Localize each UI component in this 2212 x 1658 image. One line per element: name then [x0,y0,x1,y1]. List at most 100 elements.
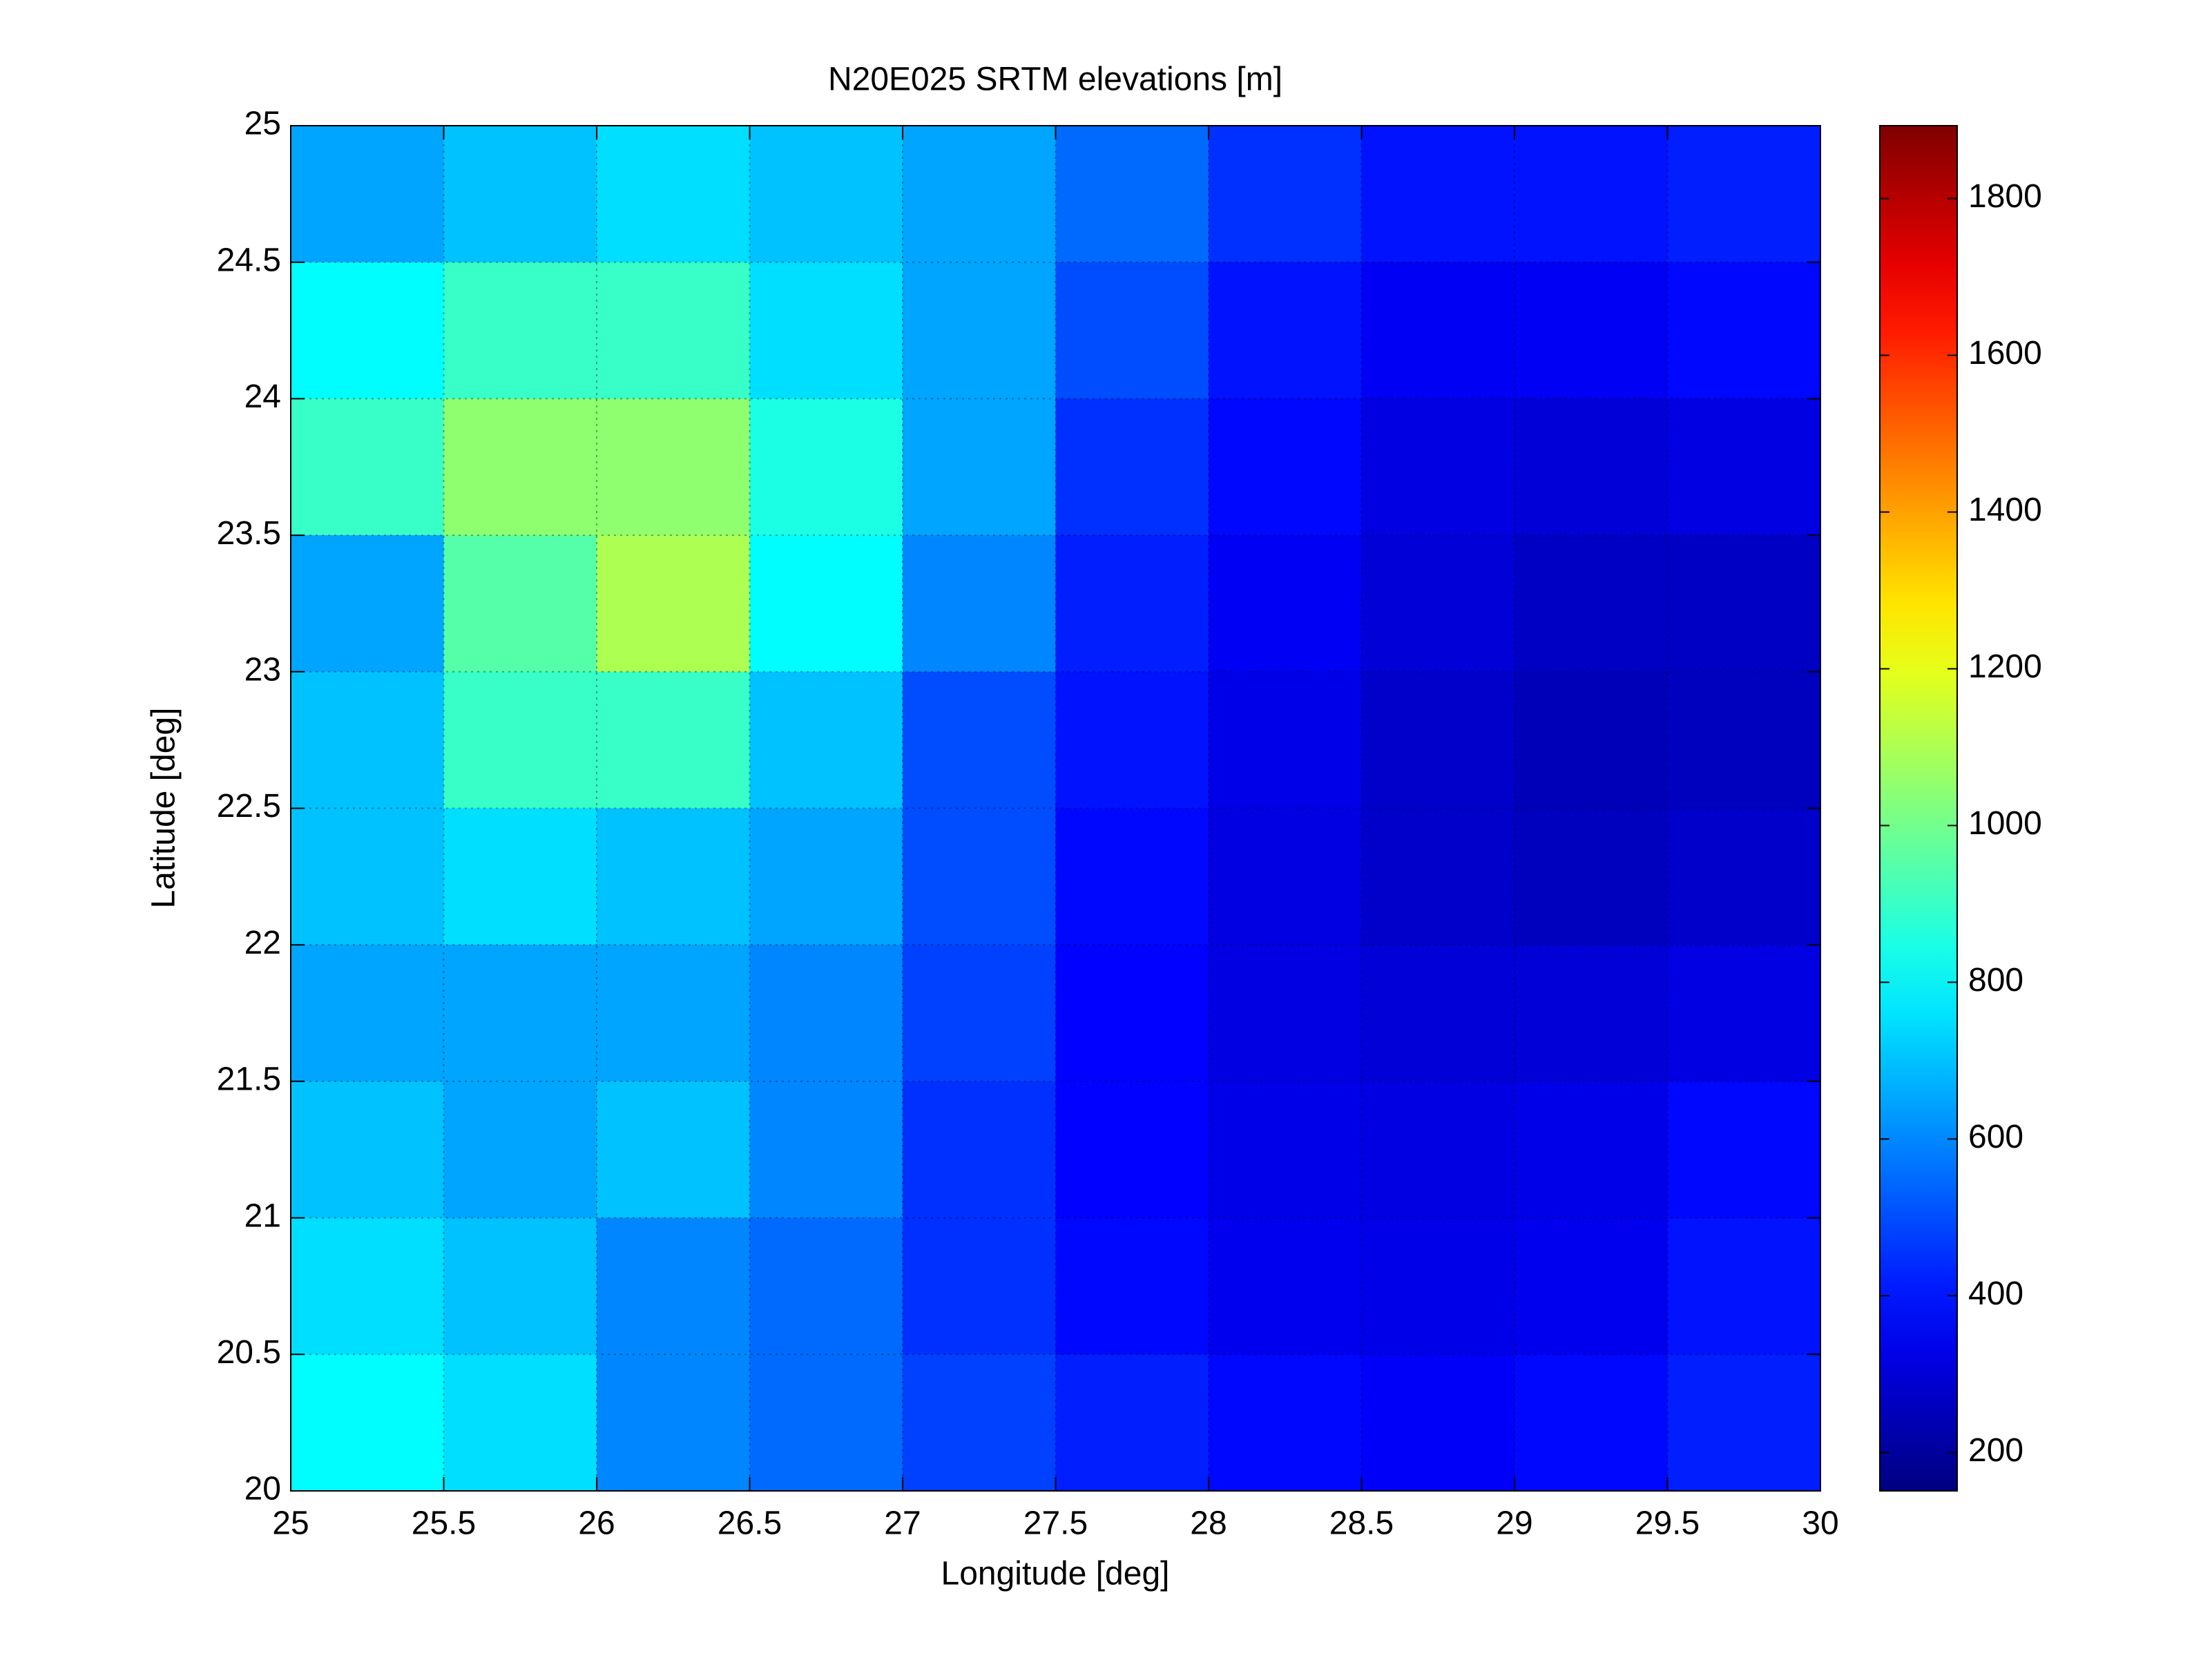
y-tick-label: 23.5 [217,515,281,552]
x-axis-label: Longitude [deg] [941,1556,1170,1592]
y-tick-label: 25 [244,106,281,142]
heatmap-cell [291,398,444,536]
heatmap-cell [1667,1081,1821,1219]
colorbar-tick-label: 1800 [1968,178,2042,215]
heatmap-cell [1209,126,1362,263]
heatmap-cell [1667,808,1821,945]
colorbar-tick-label: 400 [1968,1275,2023,1312]
heatmap-cell [1361,262,1515,399]
heatmap-cell [903,1217,1056,1355]
heatmap-cell [291,808,444,945]
heatmap-cell [1514,671,1668,809]
colorbar [1879,125,1958,1492]
heatmap-cell [1514,126,1668,263]
heatmap-cell [443,1081,597,1219]
heatmap-cell [597,535,750,673]
heatmap-cell [903,1354,1056,1492]
heatmap-cell [597,671,750,809]
heatmap-cell [443,398,597,536]
heatmap-cell [749,945,903,1082]
heatmap-cell [1667,1217,1821,1355]
x-tick-label: 27.5 [1023,1505,1088,1542]
heatmap-cell [443,1354,597,1492]
heatmap-cell [443,671,597,809]
heatmap-cell [1055,1217,1209,1355]
heatmap-cell [1667,535,1821,673]
x-tick-label: 29 [1496,1505,1532,1542]
heatmap-cell [1209,1081,1362,1219]
y-tick-label: 20 [244,1471,281,1507]
y-tick-label: 21.5 [217,1061,281,1098]
heatmap-cell [443,1217,597,1355]
heatmap-cell [1514,262,1668,399]
heatmap-cell [1209,1217,1362,1355]
heatmap-cell [1055,808,1209,945]
x-tick-label: 30 [1802,1505,1838,1542]
heatmap-cell [1055,671,1209,809]
heatmap-cell [1667,262,1821,399]
y-tick-label: 24 [244,378,281,415]
heatmap-cell [1209,945,1362,1082]
colorbar-tick-label: 1200 [1968,648,2042,685]
heatmap-cell [1209,535,1362,673]
heatmap-cell [291,671,444,809]
y-axis-label: Latitude [deg] [146,708,182,909]
heatmap-cell [749,398,903,536]
heatmap-cell [1055,1081,1209,1219]
heatmap-cell [597,945,750,1082]
heatmap-cell [1514,1217,1668,1355]
y-tick-label: 23 [244,651,281,688]
heatmap-cell [1514,808,1668,945]
heatmap-cell [443,126,597,263]
heatmap-cell [597,808,750,945]
colorbar-tick-label: 800 [1968,962,2023,999]
x-tick-label: 26 [578,1505,615,1542]
colorbar-tick-label: 1600 [1968,335,2042,372]
heatmap-cell [1667,945,1821,1082]
heatmap-cell [749,808,903,945]
x-tick-label: 25 [272,1505,309,1542]
heatmap-cell [903,126,1056,263]
heatmap-cell [1209,808,1362,945]
heatmap-cell [1361,808,1515,945]
heatmap-cell [291,1217,444,1355]
heatmap-cell [1514,945,1668,1082]
colorbar-tick-label: 600 [1968,1119,2023,1155]
y-tick-label: 20.5 [217,1334,281,1371]
heatmap-cell [1361,1217,1515,1355]
y-tick-label: 22 [244,925,281,961]
heatmap-cell [291,126,444,263]
x-tick-label: 27 [884,1505,921,1542]
heatmap-cell [1209,1354,1362,1492]
heatmap-cell [1055,398,1209,536]
colorbar-tick-label: 200 [1968,1432,2023,1469]
heatmap-cell [1514,1354,1668,1492]
heatmap-cell [291,262,444,399]
heatmap-cell [597,126,750,263]
heatmap-cell [903,671,1056,809]
x-tick-label: 25.5 [412,1505,476,1542]
heatmap-cell [291,1081,444,1219]
heatmap-cell [1209,398,1362,536]
heatmap-cell [1361,945,1515,1082]
heatmap-cell [597,398,750,536]
heatmap-cell [1361,1081,1515,1219]
heatmap-cell [749,126,903,263]
heatmap-cell [1055,126,1209,263]
heatmap-cell [1055,1354,1209,1492]
heatmap-cell [1667,671,1821,809]
heatmap-cell [903,398,1056,536]
heatmap-cell [749,1081,903,1219]
heatmap-cell [1514,1081,1668,1219]
heatmap-cell [903,945,1056,1082]
chart-title: N20E025 SRTM elevations [m] [828,61,1282,98]
heatmap-cell [1209,262,1362,399]
heatmap-cell [903,262,1056,399]
heatmap-cell [1361,671,1515,809]
heatmap-cell [443,535,597,673]
y-tick-label: 21 [244,1197,281,1234]
y-tick-label: 24.5 [217,242,281,278]
heatmap-cell [903,1081,1056,1219]
heatmap-cell [443,262,597,399]
colorbar-tick-label: 1400 [1968,492,2042,528]
